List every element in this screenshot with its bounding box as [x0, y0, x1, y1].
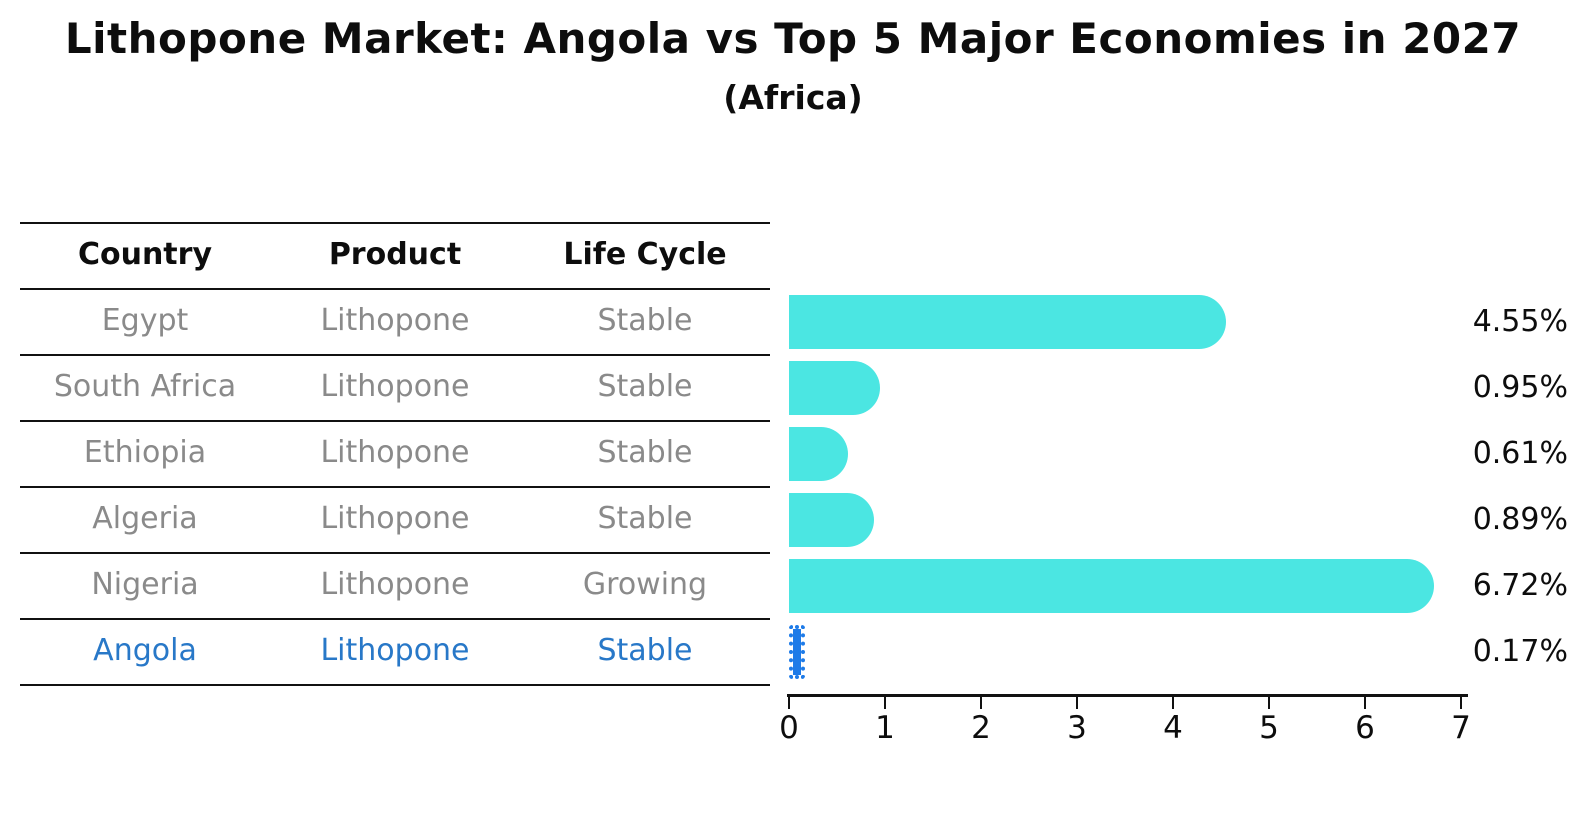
bar [789, 295, 1226, 349]
bar-value-label: 0.95% [1472, 370, 1568, 405]
x-axis-tick [1364, 697, 1366, 709]
table-row: Egypt Lithopone Stable [20, 290, 770, 356]
column-header-lifecycle: Life Cycle [563, 237, 727, 272]
cell-lifecycle: Stable [597, 633, 693, 668]
cell-country: Algeria [92, 501, 198, 536]
cell-country: Ethiopia [83, 435, 207, 470]
cell-product: Lithopone [320, 501, 470, 536]
bar [789, 559, 1434, 613]
bar-value-label: 0.89% [1472, 502, 1568, 537]
comparison-table: Country Product Life Cycle Egypt Lithopo… [20, 222, 770, 686]
x-axis-tick-label: 3 [1067, 710, 1087, 746]
x-axis-tick [1172, 697, 1174, 709]
bar-value-label: 0.17% [1472, 634, 1568, 669]
chart-subtitle: (Africa) [723, 78, 863, 117]
cell-country: South Africa [53, 369, 237, 404]
table-row: South Africa Lithopone Stable [20, 356, 770, 422]
x-axis-line [787, 694, 1468, 697]
cell-country: Nigeria [91, 567, 199, 602]
bar [789, 361, 880, 415]
table-header-row: Country Product Life Cycle [20, 224, 770, 290]
x-axis-tick-label: 0 [779, 710, 799, 746]
column-header-product: Product [328, 237, 462, 272]
x-axis-tick [1076, 697, 1078, 709]
cell-country: Egypt [101, 303, 189, 338]
x-axis-tick-label: 6 [1355, 710, 1375, 746]
cell-product: Lithopone [320, 633, 470, 668]
bar-value-label: 6.72% [1472, 568, 1568, 603]
cell-lifecycle: Stable [597, 501, 693, 536]
bar-value-label: 4.55% [1472, 304, 1568, 339]
table-row: Nigeria Lithopone Growing [20, 554, 770, 620]
cell-product: Lithopone [320, 435, 470, 470]
column-header-country: Country [77, 237, 213, 272]
table-row: Ethiopia Lithopone Stable [20, 422, 770, 488]
bar [789, 427, 848, 481]
x-axis-tick-label: 5 [1259, 710, 1279, 746]
x-axis-tick [1460, 697, 1462, 709]
bar-value-label: 0.61% [1472, 436, 1568, 471]
bar-angola-highlight [789, 625, 805, 679]
x-axis-tick-label: 7 [1451, 710, 1471, 746]
table-row: Algeria Lithopone Stable [20, 488, 770, 554]
cell-lifecycle: Stable [597, 435, 693, 470]
cell-product: Lithopone [320, 303, 470, 338]
cell-product: Lithopone [320, 567, 470, 602]
table-row-highlighted: Angola Lithopone Stable [20, 620, 770, 686]
x-axis-tick [980, 697, 982, 709]
cell-lifecycle: Stable [597, 369, 693, 404]
chart-title: Lithopone Market: Angola vs Top 5 Major … [64, 14, 1522, 63]
cell-country: Angola [93, 633, 197, 668]
cell-lifecycle: Stable [597, 303, 693, 338]
x-axis-tick [1268, 697, 1270, 709]
x-axis-tick-label: 1 [875, 710, 895, 746]
cell-lifecycle: Growing [582, 567, 708, 602]
x-axis-tick [788, 697, 790, 709]
x-axis-tick-label: 2 [971, 710, 991, 746]
x-axis-tick [884, 697, 886, 709]
bar [789, 493, 874, 547]
cell-product: Lithopone [320, 369, 470, 404]
x-axis-tick-label: 4 [1163, 710, 1183, 746]
